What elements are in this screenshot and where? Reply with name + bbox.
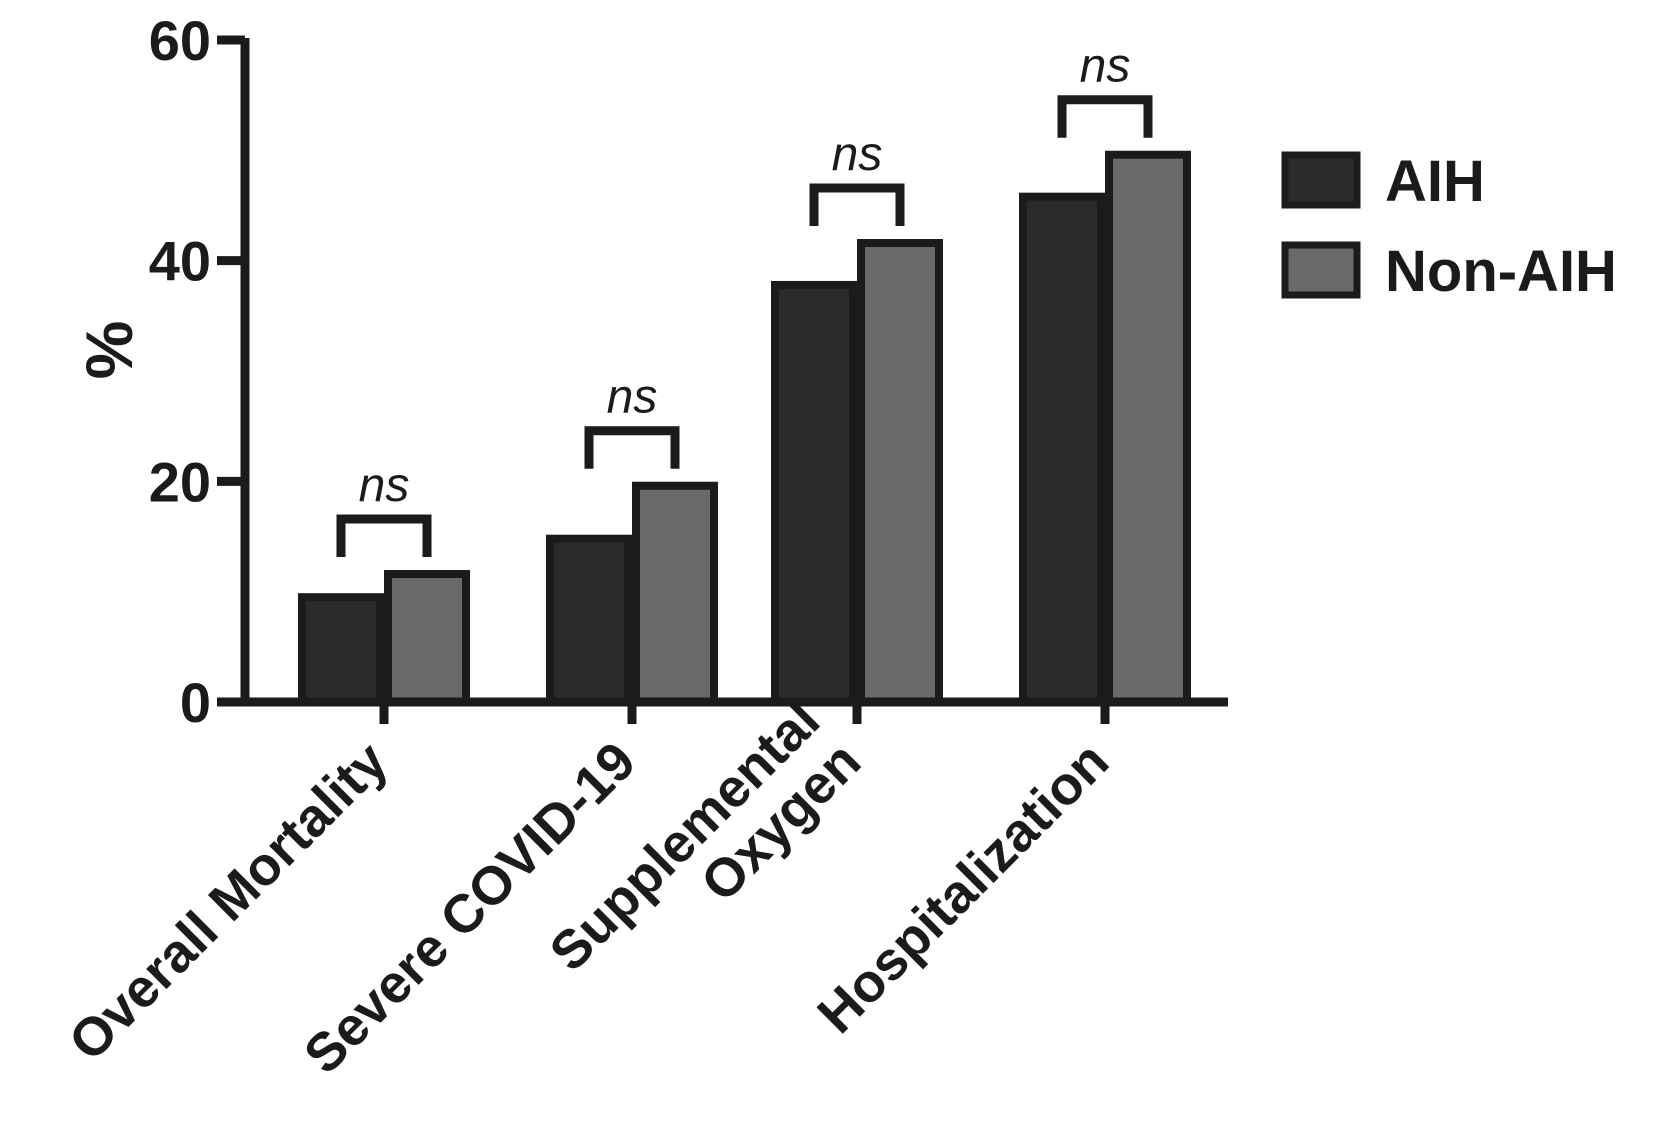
significance-bracket [584,426,680,469]
bar-aih [298,593,384,707]
bar-aih [546,534,632,706]
bars [298,150,1191,707]
legend-label-aih: AIH [1385,149,1485,214]
legend-swatch-aih [1281,151,1361,209]
significance-bracket [809,183,905,227]
significance-label: ns [607,371,658,424]
y-tick-label: 20 [149,450,211,513]
y-axis-label: % [72,321,146,380]
significance-label: ns [1080,40,1131,93]
bar-aih [1019,192,1105,706]
significance-bracket [336,514,432,558]
bar-aih [771,280,857,706]
bar-non-aih [632,481,718,706]
bar-non-aih [384,570,470,706]
bar-non-aih [1105,150,1191,707]
y-tick-label: 40 [149,230,211,293]
legend: AIH Non-AIH [1281,149,1617,304]
significance-bracket [1057,95,1153,138]
legend-label-non-aih: Non-AIH [1385,239,1617,304]
y-axis: 0 20 40 60 [149,9,250,734]
y-tick-label: 0 [180,671,211,734]
significance-annotations: ns ns ns ns [336,40,1153,558]
legend-swatch-non-aih [1281,241,1361,299]
significance-label: ns [359,459,410,512]
bar-non-aih [857,239,943,706]
significance-label: ns [832,128,883,181]
y-tick-label: 60 [149,9,211,72]
